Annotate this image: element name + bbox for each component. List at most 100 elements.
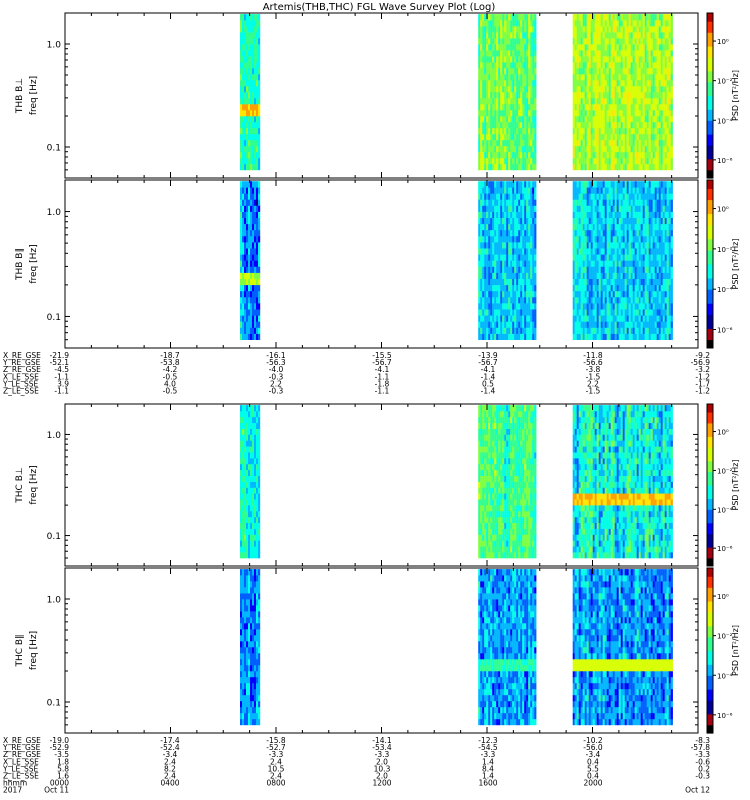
spectrogram-cell (480, 333, 483, 340)
spectrogram-cell (498, 272, 501, 279)
spectrogram-cell (610, 32, 613, 39)
spectrogram-cell (498, 187, 501, 194)
spectrogram-cell (514, 127, 517, 135)
spectrogram-cell (524, 44, 527, 51)
spectrogram-cell (620, 278, 623, 286)
spectrogram-cell (492, 68, 495, 75)
spectrogram-cell (494, 163, 497, 171)
spectrogram-cell (526, 187, 529, 194)
spectrogram-cell (518, 56, 521, 63)
spectrogram-cell (646, 309, 649, 316)
spectrogram-cell (492, 266, 495, 273)
colorbar-cell (707, 269, 713, 273)
spectrogram-cell (658, 86, 661, 93)
spectrogram-cell (578, 26, 581, 33)
spectrogram-cell (656, 303, 659, 310)
spectrogram-cell (494, 32, 497, 39)
spectrogram-cell (606, 327, 609, 334)
spectrogram-cell (650, 236, 653, 243)
spectrogram-cell (612, 327, 615, 334)
spectrogram-cell (580, 157, 583, 165)
spectrogram-cell (496, 315, 499, 322)
spectrogram-cell (596, 26, 599, 33)
spectrogram-cell (640, 260, 643, 267)
spectrogram-cell (660, 26, 663, 33)
spectrogram-cell (572, 248, 575, 255)
colorbar-cell (707, 139, 713, 143)
spectrogram-cell (636, 163, 639, 171)
spectrogram-cell (252, 211, 255, 218)
spectrogram-cell (592, 211, 595, 218)
spectrogram-cell (252, 104, 255, 111)
spectrogram-cell (592, 115, 595, 123)
spectrogram-cell (656, 199, 659, 206)
spectrogram-cell (644, 187, 647, 194)
spectrogram-cell (592, 260, 595, 267)
spectrogram-cell (574, 86, 577, 93)
spectrogram-cell (656, 151, 659, 159)
spectrogram-cell (534, 248, 537, 255)
spectrogram-cell (584, 290, 587, 298)
spectrogram-cell (610, 127, 613, 135)
spectrogram-cell (532, 20, 535, 27)
spectrogram-cell (254, 38, 257, 45)
spectrogram-cell (506, 80, 509, 87)
spectrogram-cell (590, 151, 593, 159)
spectrogram-cell (502, 248, 505, 255)
spectrogram-cell (256, 163, 259, 171)
spectrogram-cell (626, 50, 629, 57)
spectrogram-cell (256, 297, 259, 304)
spectrogram-cell (510, 139, 513, 147)
spectrogram-cell (524, 187, 527, 194)
spectrogram-cell (500, 14, 503, 21)
spectrogram-cell (524, 50, 527, 57)
spectrogram-cell (518, 86, 521, 93)
spectrogram-cell (484, 248, 487, 255)
spectrogram-cell (246, 327, 249, 334)
spectrogram-cell (648, 98, 651, 105)
spectrogram-cell (624, 205, 627, 212)
spectrogram-cell (478, 321, 481, 328)
spectrogram-cell (628, 20, 631, 27)
spectrogram-cell (610, 266, 613, 273)
spectrogram-cell (530, 290, 533, 298)
spectrogram-cell (526, 333, 529, 340)
spectrogram-cell (612, 92, 615, 99)
spectrogram-cell (636, 110, 639, 117)
spectrogram-cell (648, 284, 651, 292)
spectrogram-cell (580, 248, 583, 255)
spectrogram-cell (596, 266, 599, 273)
spectrogram-cell (624, 127, 627, 135)
spectrogram-cell (600, 56, 603, 63)
spectrogram-cell (622, 38, 625, 45)
spectrogram-cell (650, 303, 653, 310)
spectrogram-cell (618, 315, 621, 322)
spectrogram-cell (666, 14, 669, 21)
colorbar-cell (707, 172, 713, 176)
spectrogram-cell (490, 242, 493, 249)
spectrogram-cell (240, 321, 243, 328)
spectrogram-cell (656, 181, 659, 188)
spectrogram-cell (242, 163, 245, 171)
colorbar-cell (707, 18, 713, 22)
spectrogram-cell (482, 284, 485, 292)
spectrogram-cell (530, 303, 533, 310)
spectrogram-cell (576, 290, 579, 298)
spectrogram-cell (524, 145, 527, 153)
spectrogram-cell (590, 303, 593, 310)
spectrogram-cell (616, 309, 619, 316)
spectrogram-cell (258, 266, 261, 273)
spectrogram-cell (628, 254, 631, 261)
spectrogram-cell (510, 14, 513, 21)
colorbar-cell (707, 275, 713, 279)
spectrogram-cell (646, 205, 649, 212)
spectrogram-cell (488, 217, 491, 225)
spectrogram-cell (528, 145, 531, 153)
spectrogram-cell (612, 121, 615, 129)
spectrogram-cell (598, 56, 601, 63)
spectrogram-cell (520, 187, 523, 194)
spectrogram-cell (510, 284, 513, 292)
spectrogram-cell (576, 32, 579, 39)
spectrogram-cell (484, 145, 487, 153)
spectrogram-cell (524, 181, 527, 188)
